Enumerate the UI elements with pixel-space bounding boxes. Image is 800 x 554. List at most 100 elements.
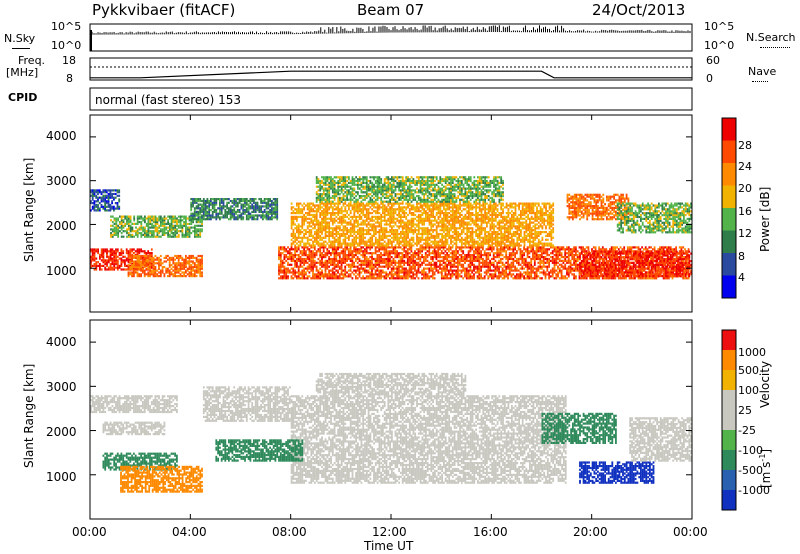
- power-cell: [238, 198, 241, 201]
- power-cell: [478, 267, 481, 270]
- power-cell: [410, 277, 413, 280]
- power-cell: [136, 258, 139, 261]
- power-cell: [387, 267, 389, 270]
- power-cell: [174, 230, 177, 233]
- power-cell: [575, 252, 577, 255]
- power-cell: [156, 226, 159, 229]
- power-cell: [222, 216, 225, 219]
- power-cell: [508, 254, 511, 257]
- power-cell: [90, 266, 92, 269]
- power-cell: [236, 214, 239, 217]
- power-cell: [201, 275, 203, 278]
- power-cell: [483, 250, 486, 253]
- power-cell: [143, 273, 146, 276]
- power-cell: [473, 273, 475, 276]
- power-cell: [219, 218, 221, 221]
- power-cell: [474, 259, 477, 262]
- power-cell: [165, 269, 168, 272]
- power-cell: [253, 201, 255, 204]
- power-cell: [97, 248, 99, 251]
- power-cell: [253, 214, 255, 217]
- power-cell: [321, 256, 323, 259]
- power-cell: [297, 202, 300, 205]
- power-cell: [276, 212, 279, 215]
- power-cell: [415, 273, 418, 276]
- power-cell: [244, 212, 246, 215]
- power-cell: [134, 260, 137, 263]
- power-cell: [163, 256, 166, 259]
- power-cell: [308, 252, 311, 255]
- power-cell: [573, 267, 575, 270]
- power-cell: [253, 218, 255, 221]
- power-cell: [392, 257, 395, 261]
- power-cell: [610, 248, 613, 251]
- power-cell: [253, 199, 255, 203]
- power-cell: [192, 265, 194, 269]
- power-cell: [567, 256, 570, 259]
- power-cell: [116, 266, 119, 269]
- power-cell: [480, 269, 482, 272]
- power-cell: [374, 261, 377, 264]
- power-cell: [272, 203, 275, 206]
- power-cell: [448, 250, 450, 253]
- power-cell: [199, 219, 202, 222]
- power-cell: [129, 228, 132, 231]
- power-cell: [530, 265, 533, 268]
- power-cell: [154, 258, 157, 261]
- power-cell: [423, 248, 425, 251]
- power-cell: [471, 261, 474, 264]
- power-cell: [315, 234, 318, 237]
- power-cell: [308, 259, 311, 262]
- power-cell: [335, 252, 338, 255]
- power-cell: [115, 226, 118, 229]
- power-cell: [222, 203, 225, 206]
- power-cell: [582, 277, 584, 280]
- power-cell: [442, 248, 445, 251]
- power-cell: [562, 265, 565, 268]
- power-cell: [122, 268, 125, 271]
- power-cell: [314, 236, 316, 239]
- power-cell: [532, 256, 534, 259]
- power-cell: [247, 199, 250, 203]
- power-cell: [111, 235, 114, 238]
- power-cell: [601, 252, 604, 255]
- power-cell: [110, 219, 112, 222]
- power-cell: [109, 196, 112, 199]
- power-cell: [190, 216, 193, 219]
- power-cell: [156, 275, 159, 278]
- power-cell: [399, 256, 402, 259]
- power-cell: [113, 259, 116, 262]
- power-cell: [610, 277, 613, 280]
- power-cell: [448, 254, 450, 257]
- power-cell: [136, 222, 139, 225]
- power-cell: [392, 261, 395, 264]
- power-cell: [287, 267, 289, 270]
- power-cell: [111, 194, 113, 197]
- power-cell: [140, 248, 142, 251]
- power-cell: [358, 259, 361, 262]
- power-cell: [93, 253, 96, 256]
- power-cell: [220, 205, 223, 208]
- power-cell: [567, 261, 570, 264]
- power-cell: [567, 271, 570, 274]
- power-cell: [465, 257, 468, 261]
- power-cell: [306, 238, 309, 241]
- power-cell: [503, 248, 506, 251]
- power-cell: [367, 265, 370, 268]
- power-cell: [95, 191, 98, 194]
- power-cell: [550, 271, 552, 274]
- power-cell: [535, 277, 538, 280]
- power-cell: [290, 223, 293, 226]
- power-cell: [159, 262, 162, 265]
- power-cell: [226, 203, 228, 206]
- power-cell: [109, 250, 112, 253]
- power-cell: [342, 277, 345, 280]
- power-cell: [643, 275, 645, 278]
- power-cell: [537, 267, 540, 270]
- power-cell: [262, 216, 264, 219]
- power-cell: [93, 203, 96, 207]
- power-cell: [369, 265, 372, 268]
- power-cell: [314, 204, 316, 207]
- power-cell: [584, 277, 586, 280]
- power-cell: [303, 215, 305, 218]
